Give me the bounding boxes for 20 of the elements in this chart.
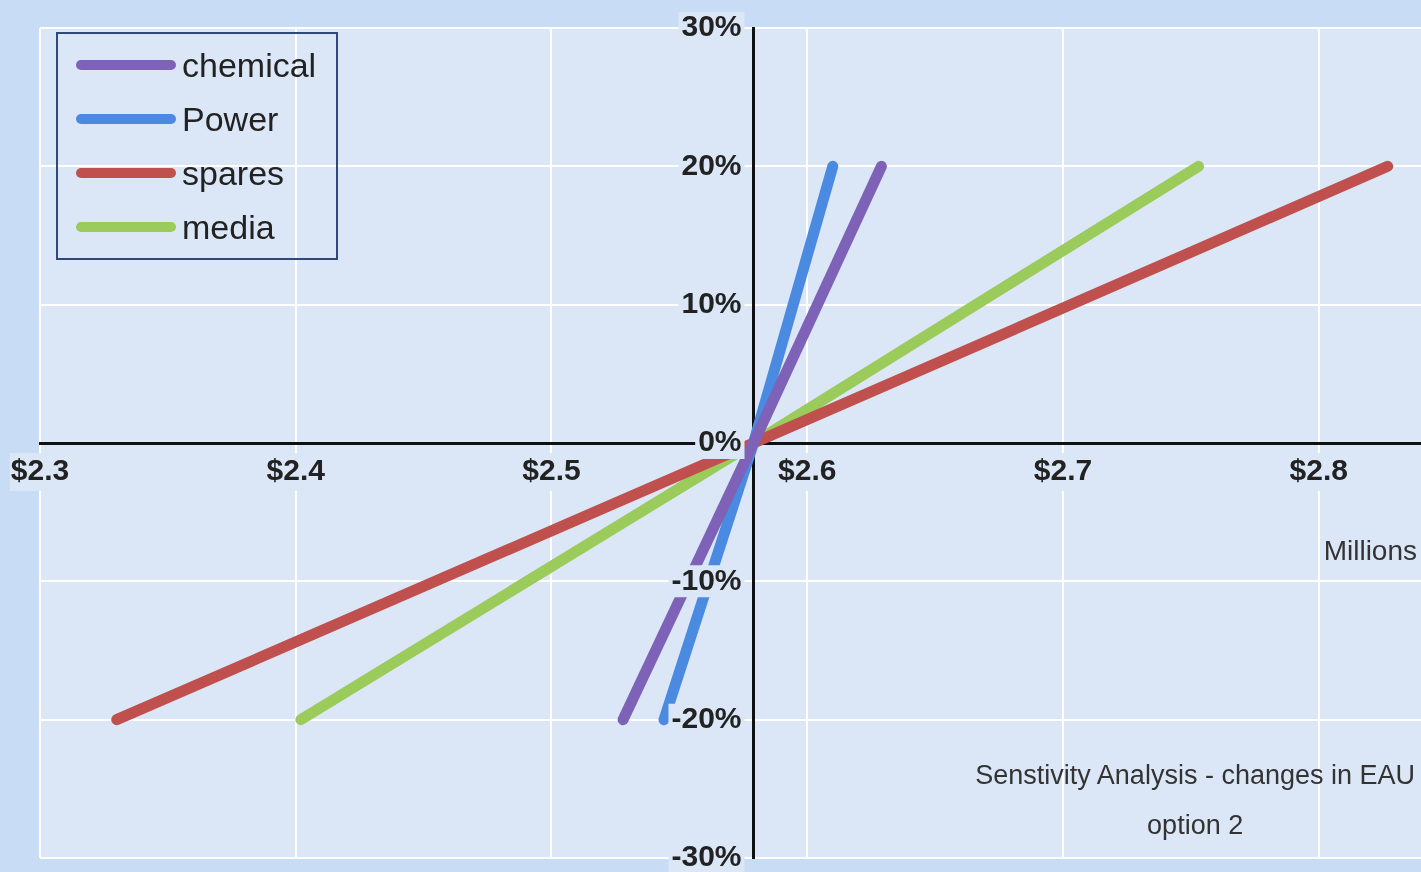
x-tick-label: $2.4: [266, 453, 326, 487]
x-tick-label: $2.7: [1033, 453, 1093, 487]
x-tick-label: $2.5: [522, 453, 581, 487]
annotation: option 2: [1146, 809, 1245, 842]
y-tick-label: 0%: [698, 424, 742, 458]
y-tick-label: 30%: [681, 9, 742, 43]
y-tick-label: -20%: [671, 700, 742, 734]
x-tick-label: $2.6: [778, 453, 837, 487]
x-tick-label: $2.3: [10, 453, 70, 487]
legend-label: Power: [182, 99, 279, 139]
x-tick-label: $2.8: [1289, 453, 1348, 487]
y-tick-label: -30%: [671, 839, 742, 872]
x-axis-title: Millions: [1323, 535, 1417, 567]
y-tick-label: 20%: [681, 147, 742, 181]
annotation: Senstivity Analysis - changes in EAU: [975, 759, 1415, 792]
legend-label: chemical: [182, 45, 317, 85]
y-tick-label: -10%: [671, 562, 742, 596]
y-tick-label: 10%: [681, 285, 742, 319]
legend-label: media: [182, 207, 275, 247]
legend-label: spares: [182, 153, 285, 193]
